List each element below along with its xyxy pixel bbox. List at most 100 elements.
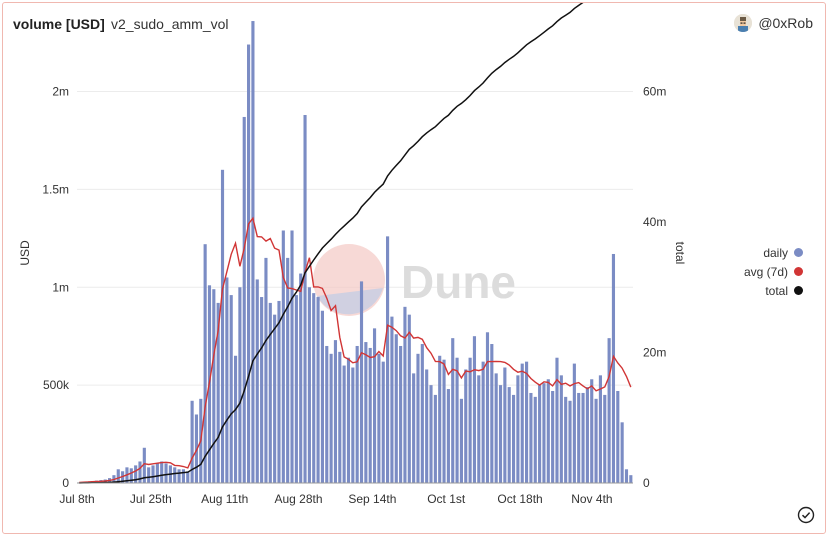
daily-bar [134, 465, 138, 483]
daily-bar [433, 394, 437, 483]
legend-dot-avg [794, 267, 803, 276]
daily-bar [590, 379, 594, 483]
daily-bar [451, 338, 455, 483]
daily-bar [403, 306, 407, 483]
daily-bar [155, 463, 159, 483]
daily-bar [151, 465, 155, 483]
daily-bar [268, 302, 272, 483]
daily-bar [346, 357, 351, 483]
daily-bar [472, 336, 477, 483]
daily-bar [507, 387, 511, 483]
daily-bar [138, 461, 142, 483]
y-left-tick-label: 0 [62, 476, 69, 490]
daily-bar [299, 273, 303, 483]
daily-bar [255, 279, 259, 483]
y-left-tick-label: 1m [52, 280, 69, 294]
legend-dot-daily [794, 248, 803, 257]
daily-bar [351, 367, 355, 483]
daily-bar [273, 314, 277, 483]
daily-bar [147, 467, 151, 483]
daily-bar [277, 300, 281, 483]
daily-bar [425, 369, 429, 483]
legend-item-avg[interactable]: avg (7d) [744, 262, 803, 281]
daily-bar [203, 244, 207, 483]
y-right-tick-label: 0 [643, 476, 650, 490]
y-left-tick-label: 2m [52, 85, 69, 99]
daily-bar [216, 302, 220, 483]
daily-bar [551, 391, 555, 483]
y-right-tick-label: 20m [643, 346, 666, 360]
user-badge[interactable]: @0xRob [734, 14, 813, 32]
daily-bar [377, 353, 381, 483]
y-right-axis-label: total [673, 242, 687, 265]
user-handle: @0xRob [758, 15, 813, 31]
daily-bar [490, 344, 494, 483]
x-tick-label: Oct 18th [497, 492, 542, 506]
daily-bar [177, 469, 181, 483]
daily-bar [594, 398, 598, 483]
daily-bar [568, 400, 572, 483]
daily-bar [338, 351, 342, 483]
daily-bar [390, 316, 394, 483]
daily-bar [525, 361, 529, 483]
check-circle-icon[interactable] [797, 506, 815, 524]
chart-title: volume [USD] [13, 16, 105, 32]
y-right-tick-label: 40m [643, 215, 666, 229]
daily-bar [572, 363, 576, 483]
legend-dot-total [794, 286, 803, 295]
daily-bar [264, 257, 268, 483]
daily-bar [607, 338, 611, 483]
daily-bar [329, 353, 333, 483]
daily-bar [529, 392, 533, 483]
daily-bar [164, 463, 168, 483]
daily-bar [516, 375, 520, 483]
daily-bar [624, 469, 629, 483]
query-name[interactable]: v2_sudo_amm_vol [111, 16, 229, 32]
x-tick-label: Jul 25th [130, 492, 172, 506]
daily-bar [303, 115, 307, 483]
x-tick-label: Aug 28th [275, 492, 323, 506]
y-right-tick-label: 60m [643, 85, 666, 99]
x-tick-label: Jul 8th [59, 492, 94, 506]
daily-bar [142, 447, 146, 483]
daily-bar [220, 169, 225, 483]
daily-bar [251, 21, 255, 483]
daily-bar [186, 471, 190, 483]
daily-bar [555, 357, 559, 483]
daily-bar [368, 347, 372, 483]
daily-bar [364, 342, 368, 483]
legend-item-total[interactable]: total [744, 281, 803, 300]
avatar [734, 14, 753, 32]
daily-bar [260, 297, 264, 483]
x-tick-label: Oct 1st [427, 492, 466, 506]
daily-bar [320, 310, 324, 483]
legend-item-daily[interactable]: daily [744, 243, 803, 262]
daily-bar [564, 396, 568, 483]
daily-bar [116, 469, 120, 483]
daily-bar [181, 469, 185, 483]
daily-bar [503, 367, 507, 483]
daily-bar [603, 394, 607, 483]
daily-bar [190, 400, 194, 483]
daily-bar [420, 344, 424, 483]
daily-bar [399, 345, 403, 483]
daily-bar [355, 345, 359, 483]
avatar-icon [734, 14, 753, 32]
daily-bar [585, 387, 589, 483]
daily-bar [229, 295, 233, 483]
daily-bar [577, 392, 581, 483]
daily-bar [559, 375, 563, 483]
daily-bar [372, 328, 377, 483]
x-tick-label: Aug 11th [201, 492, 248, 506]
daily-bar [494, 373, 498, 483]
daily-bar [359, 281, 364, 483]
y-left-tick-label: 500k [43, 378, 70, 392]
daily-bar [629, 475, 633, 483]
daily-bar [281, 230, 285, 483]
daily-bar [286, 257, 290, 483]
daily-bar [242, 116, 246, 484]
daily-bar [316, 297, 320, 483]
daily-bar [394, 334, 398, 483]
y-left-tick-label: 1.5m [42, 182, 69, 196]
